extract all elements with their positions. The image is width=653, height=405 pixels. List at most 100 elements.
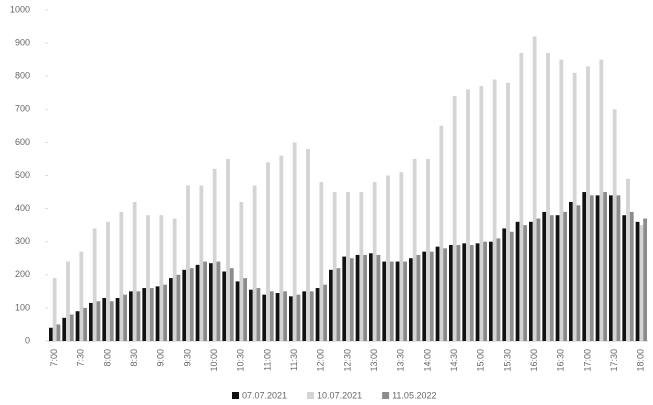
- bar: [546, 53, 550, 341]
- x-tick-label: 8:30: [129, 349, 139, 367]
- x-tick-label: 17:30: [609, 349, 619, 372]
- bar: [639, 225, 644, 341]
- bar: [479, 86, 484, 341]
- bar: [609, 195, 613, 341]
- bar: [186, 185, 190, 341]
- x-tick-label: 14:00: [422, 349, 432, 372]
- bar: [529, 221, 533, 341]
- x-tick-label: 10:00: [209, 349, 219, 372]
- legend-label: 10.07.2021: [317, 390, 362, 400]
- bar: [169, 278, 173, 341]
- bar: [106, 221, 110, 341]
- legend-swatch: [232, 392, 239, 399]
- bar: [195, 264, 200, 341]
- x-tick-label: 8:00: [102, 349, 112, 367]
- bar: [616, 195, 621, 341]
- bar: [142, 288, 147, 341]
- bar: [182, 269, 187, 341]
- legend-label: 11.05.2022: [392, 390, 436, 400]
- bar: [309, 291, 314, 341]
- bar: [332, 192, 337, 341]
- bar: [302, 291, 307, 341]
- bar: [203, 261, 207, 341]
- bar: [102, 297, 107, 341]
- bar: [599, 59, 604, 342]
- x-tick-label: 10:30: [236, 349, 246, 372]
- bar: [555, 215, 560, 341]
- bar: [449, 245, 453, 341]
- bar: [389, 261, 394, 341]
- bar: [612, 109, 617, 341]
- y-tick-label: 800: [15, 71, 30, 81]
- bar: [523, 225, 527, 341]
- bar: [515, 221, 520, 341]
- bar: [189, 268, 194, 341]
- bar: [643, 218, 647, 341]
- x-tick-label: 7:00: [49, 349, 59, 367]
- bar: [239, 201, 244, 341]
- bar: [172, 218, 177, 341]
- bar: [586, 66, 590, 342]
- bar: [559, 59, 564, 342]
- bar: [292, 142, 297, 341]
- x-tick-label: 9:00: [156, 349, 166, 367]
- y-tick-label: 900: [15, 37, 30, 47]
- bar: [492, 79, 497, 341]
- bar: [92, 228, 97, 341]
- bar: [159, 215, 164, 341]
- y-tick-label: 200: [15, 269, 30, 279]
- y-tick-label: 700: [15, 104, 30, 114]
- bar: [56, 324, 61, 341]
- y-tick-label: 400: [15, 203, 30, 213]
- bar: [115, 297, 120, 341]
- bar: [199, 185, 204, 341]
- bar: [462, 243, 467, 341]
- x-tick-label: 18:00: [636, 349, 646, 372]
- bar: [443, 248, 447, 341]
- bar: [399, 172, 404, 341]
- bar: [506, 82, 510, 341]
- x-tick-label: 11:30: [289, 349, 299, 371]
- bar: [75, 311, 80, 341]
- bar: [262, 294, 267, 341]
- bar: [629, 211, 634, 341]
- bar: [89, 302, 93, 341]
- bar: [589, 195, 594, 341]
- bar: [249, 289, 253, 341]
- bar: [155, 286, 160, 341]
- bar: [109, 301, 114, 341]
- bar: [376, 254, 381, 341]
- bar: [382, 261, 387, 341]
- x-tick-label: 16:00: [529, 349, 539, 372]
- bar: [132, 201, 137, 341]
- bar: [129, 291, 133, 341]
- bar: [163, 284, 167, 341]
- bar: [136, 291, 141, 341]
- bar: [572, 72, 577, 341]
- bar: [475, 243, 480, 341]
- bar: [563, 211, 567, 341]
- bar: [439, 125, 444, 341]
- bar: [532, 36, 537, 341]
- bar: [363, 254, 367, 341]
- bar: [355, 254, 360, 341]
- bar: [176, 274, 181, 341]
- bar: [409, 258, 413, 341]
- x-tick-label: 13:30: [396, 349, 406, 372]
- bar: [519, 53, 524, 341]
- bar: [349, 258, 354, 341]
- y-tick-label: 300: [15, 236, 30, 246]
- x-tick-label: 11:00: [262, 349, 272, 371]
- bar: [222, 271, 227, 341]
- bar: [149, 288, 154, 341]
- y-tick-label: 0: [25, 335, 30, 345]
- bar: [96, 301, 101, 341]
- y-tick-label: 1000: [10, 4, 30, 14]
- bar: [336, 268, 341, 341]
- bar: [576, 205, 581, 341]
- bar: [403, 261, 407, 341]
- x-tick-label: 15:30: [502, 349, 512, 372]
- bar: [212, 168, 217, 341]
- legend-swatch: [382, 392, 390, 399]
- bar: [275, 293, 280, 341]
